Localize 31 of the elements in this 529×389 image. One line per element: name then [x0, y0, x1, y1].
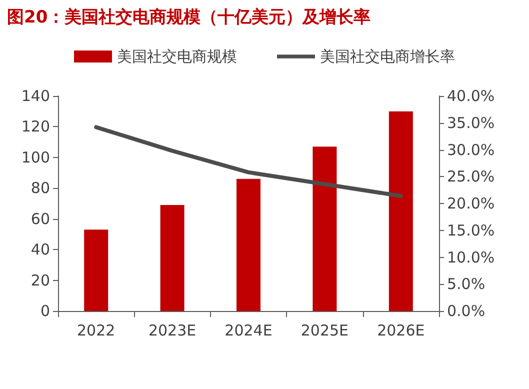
- legend-label: 美国社交电商规模: [117, 48, 237, 66]
- bar: [312, 146, 337, 311]
- y-tick-label: 60: [30, 210, 50, 228]
- y2-tick-label: 35.0%: [447, 114, 495, 132]
- y2-tick-label: 25.0%: [447, 168, 495, 186]
- y-tick-label: 40: [30, 240, 50, 259]
- x-tick-label: 2026E: [377, 322, 425, 340]
- y-tick-label: 120: [21, 118, 50, 136]
- y-tick-label: 80: [30, 179, 50, 198]
- y2-tick-label: 10.0%: [447, 248, 495, 266]
- y2-tick-label: 30.0%: [447, 140, 495, 159]
- legend-label: 美国社交电商增长率: [320, 48, 455, 66]
- y-tick-label: 20: [30, 271, 50, 290]
- y-tick-label: 100: [21, 148, 50, 166]
- chart-title: 图20：美国社交电商规模（十亿美元）及增长率: [7, 8, 371, 28]
- y2-tick-label: 5.0%: [447, 275, 486, 294]
- x-tick-label: 2022: [77, 322, 116, 340]
- y-tick-label: 0: [40, 302, 50, 320]
- bar: [160, 205, 184, 311]
- y2-tick-label: 40.0%: [447, 87, 495, 105]
- bar: [84, 230, 108, 311]
- line-series: [94, 125, 403, 198]
- y2-tick-label: 20.0%: [447, 194, 495, 212]
- bar: [388, 111, 413, 311]
- x-tick-label: 2023E: [148, 322, 196, 340]
- y-tick-label: 140: [21, 87, 50, 105]
- x-tick-label: 2025E: [300, 322, 349, 340]
- x-tick-label: 2024E: [224, 322, 272, 340]
- y2-tick-label: 15.0%: [447, 221, 495, 240]
- bar: [236, 178, 260, 311]
- y2-tick-label: 0.0%: [447, 302, 486, 320]
